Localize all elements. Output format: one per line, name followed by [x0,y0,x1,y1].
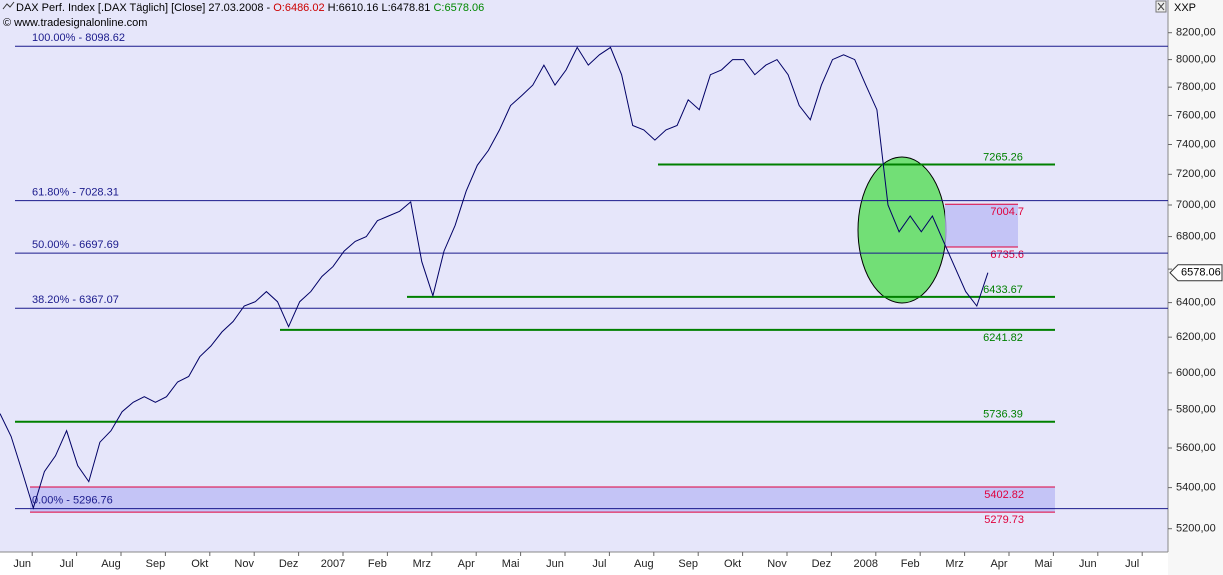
zone [945,204,1018,247]
y-tick-label: 7000,00 [1176,199,1216,211]
support-label: 6433.67 [983,284,1023,296]
layer: 7004.7 6735.6 5402.82 5279.73 100.00% - 8098… [0,32,1168,526]
x-tick-label: Aug [634,558,654,570]
y-tick-label: 5800,00 [1176,404,1216,416]
x-tick-label: Jun [1079,558,1097,570]
price-tag-label: 6578.06 [1181,267,1221,279]
x-tick-label: Feb [368,558,387,570]
x-tick-label: 2008 [854,558,878,570]
ohlc: H:6610.16 [328,2,379,14]
ohlc: O:6486.02 [273,2,324,14]
zone [30,487,1055,513]
highlight-ellipse [857,156,947,304]
x-tick-label: 2007 [321,558,345,570]
x-tick-label: Apr [990,558,1007,570]
zone-label: 5279.73 [984,514,1024,526]
x-tick-label: Mai [1035,558,1053,570]
support-label: 7265.26 [983,151,1023,163]
zone-label: 5402.82 [984,489,1024,501]
x-tick-label: Dez [279,558,299,570]
y-tick-label: 5400,00 [1176,482,1216,494]
x-tick-label: Jul [1125,558,1139,570]
x-tick-label: Feb [901,558,920,570]
fib-label: 61.80% - 7028.31 [32,187,119,199]
x-tick-label: Aug [101,558,121,570]
watermark: © www.tradesignalonline.com [3,17,147,29]
x-tick-label: Jul [60,558,74,570]
support-label: 6241.82 [983,332,1023,344]
chart-icon [2,1,15,10]
zone-label: 7004.7 [990,206,1024,218]
support-label: 5736.39 [983,409,1023,421]
x-tick-label: Nov [767,558,787,570]
header: DAX Perf. Index [.DAX Täglich] [Close] 2… [16,2,484,14]
y-tick-label: 7600,00 [1176,109,1216,121]
y-tick-label: 8000,00 [1176,54,1216,66]
ohlc: C:6578.06 [433,2,484,14]
fib-label: 50.00% - 6697.69 [32,239,119,251]
axis-unit: XXP [1174,2,1196,14]
y-tick-label: 5600,00 [1176,442,1216,454]
x-tick-label: Nov [234,558,254,570]
ohlc: L:6478.81 [381,2,430,14]
x-tick-label: Jun [546,558,564,570]
y-tick-label: 6200,00 [1176,331,1216,343]
close-icon [1157,2,1165,11]
header-title: DAX Perf. Index [.DAX Täglich] [Close] 2… [16,2,270,14]
y-tick-label: 7400,00 [1176,138,1216,150]
fib-label: 38.20% - 6367.07 [32,294,119,306]
x-tick-label: Apr [458,558,475,570]
x-tick-label: Dez [812,558,832,570]
x-tick-label: Mai [502,558,520,570]
x-tick-label: Okt [724,558,741,570]
y-tick-label: 8200,00 [1176,27,1216,39]
y-tick-label: 6800,00 [1176,230,1216,242]
fib-label: 0.00% - 5296.76 [32,495,113,507]
price-tag [1169,264,1223,282]
y-tick-label: 6000,00 [1176,367,1216,379]
y-tick-label: 6400,00 [1176,297,1216,309]
x-tick-label: Jun [13,558,31,570]
x-tick-label: Mrz [413,558,431,570]
x-tick-label: Jul [592,558,606,570]
fib-label: 100.00% - 8098.62 [32,32,125,44]
y-tick-label: 7200,00 [1176,168,1216,180]
x-tick-label: Sep [146,558,166,570]
x-tick-label: Sep [678,558,698,570]
y-tick-label: 7800,00 [1176,81,1216,93]
plot-area [0,0,1168,552]
x-tick-label: Okt [191,558,208,570]
price-line [0,46,989,510]
axis-area [1168,0,1223,575]
y-tick-label: 5200,00 [1176,523,1216,535]
x-tick-label: Mrz [945,558,963,570]
zone-label: 6735.6 [990,249,1024,261]
